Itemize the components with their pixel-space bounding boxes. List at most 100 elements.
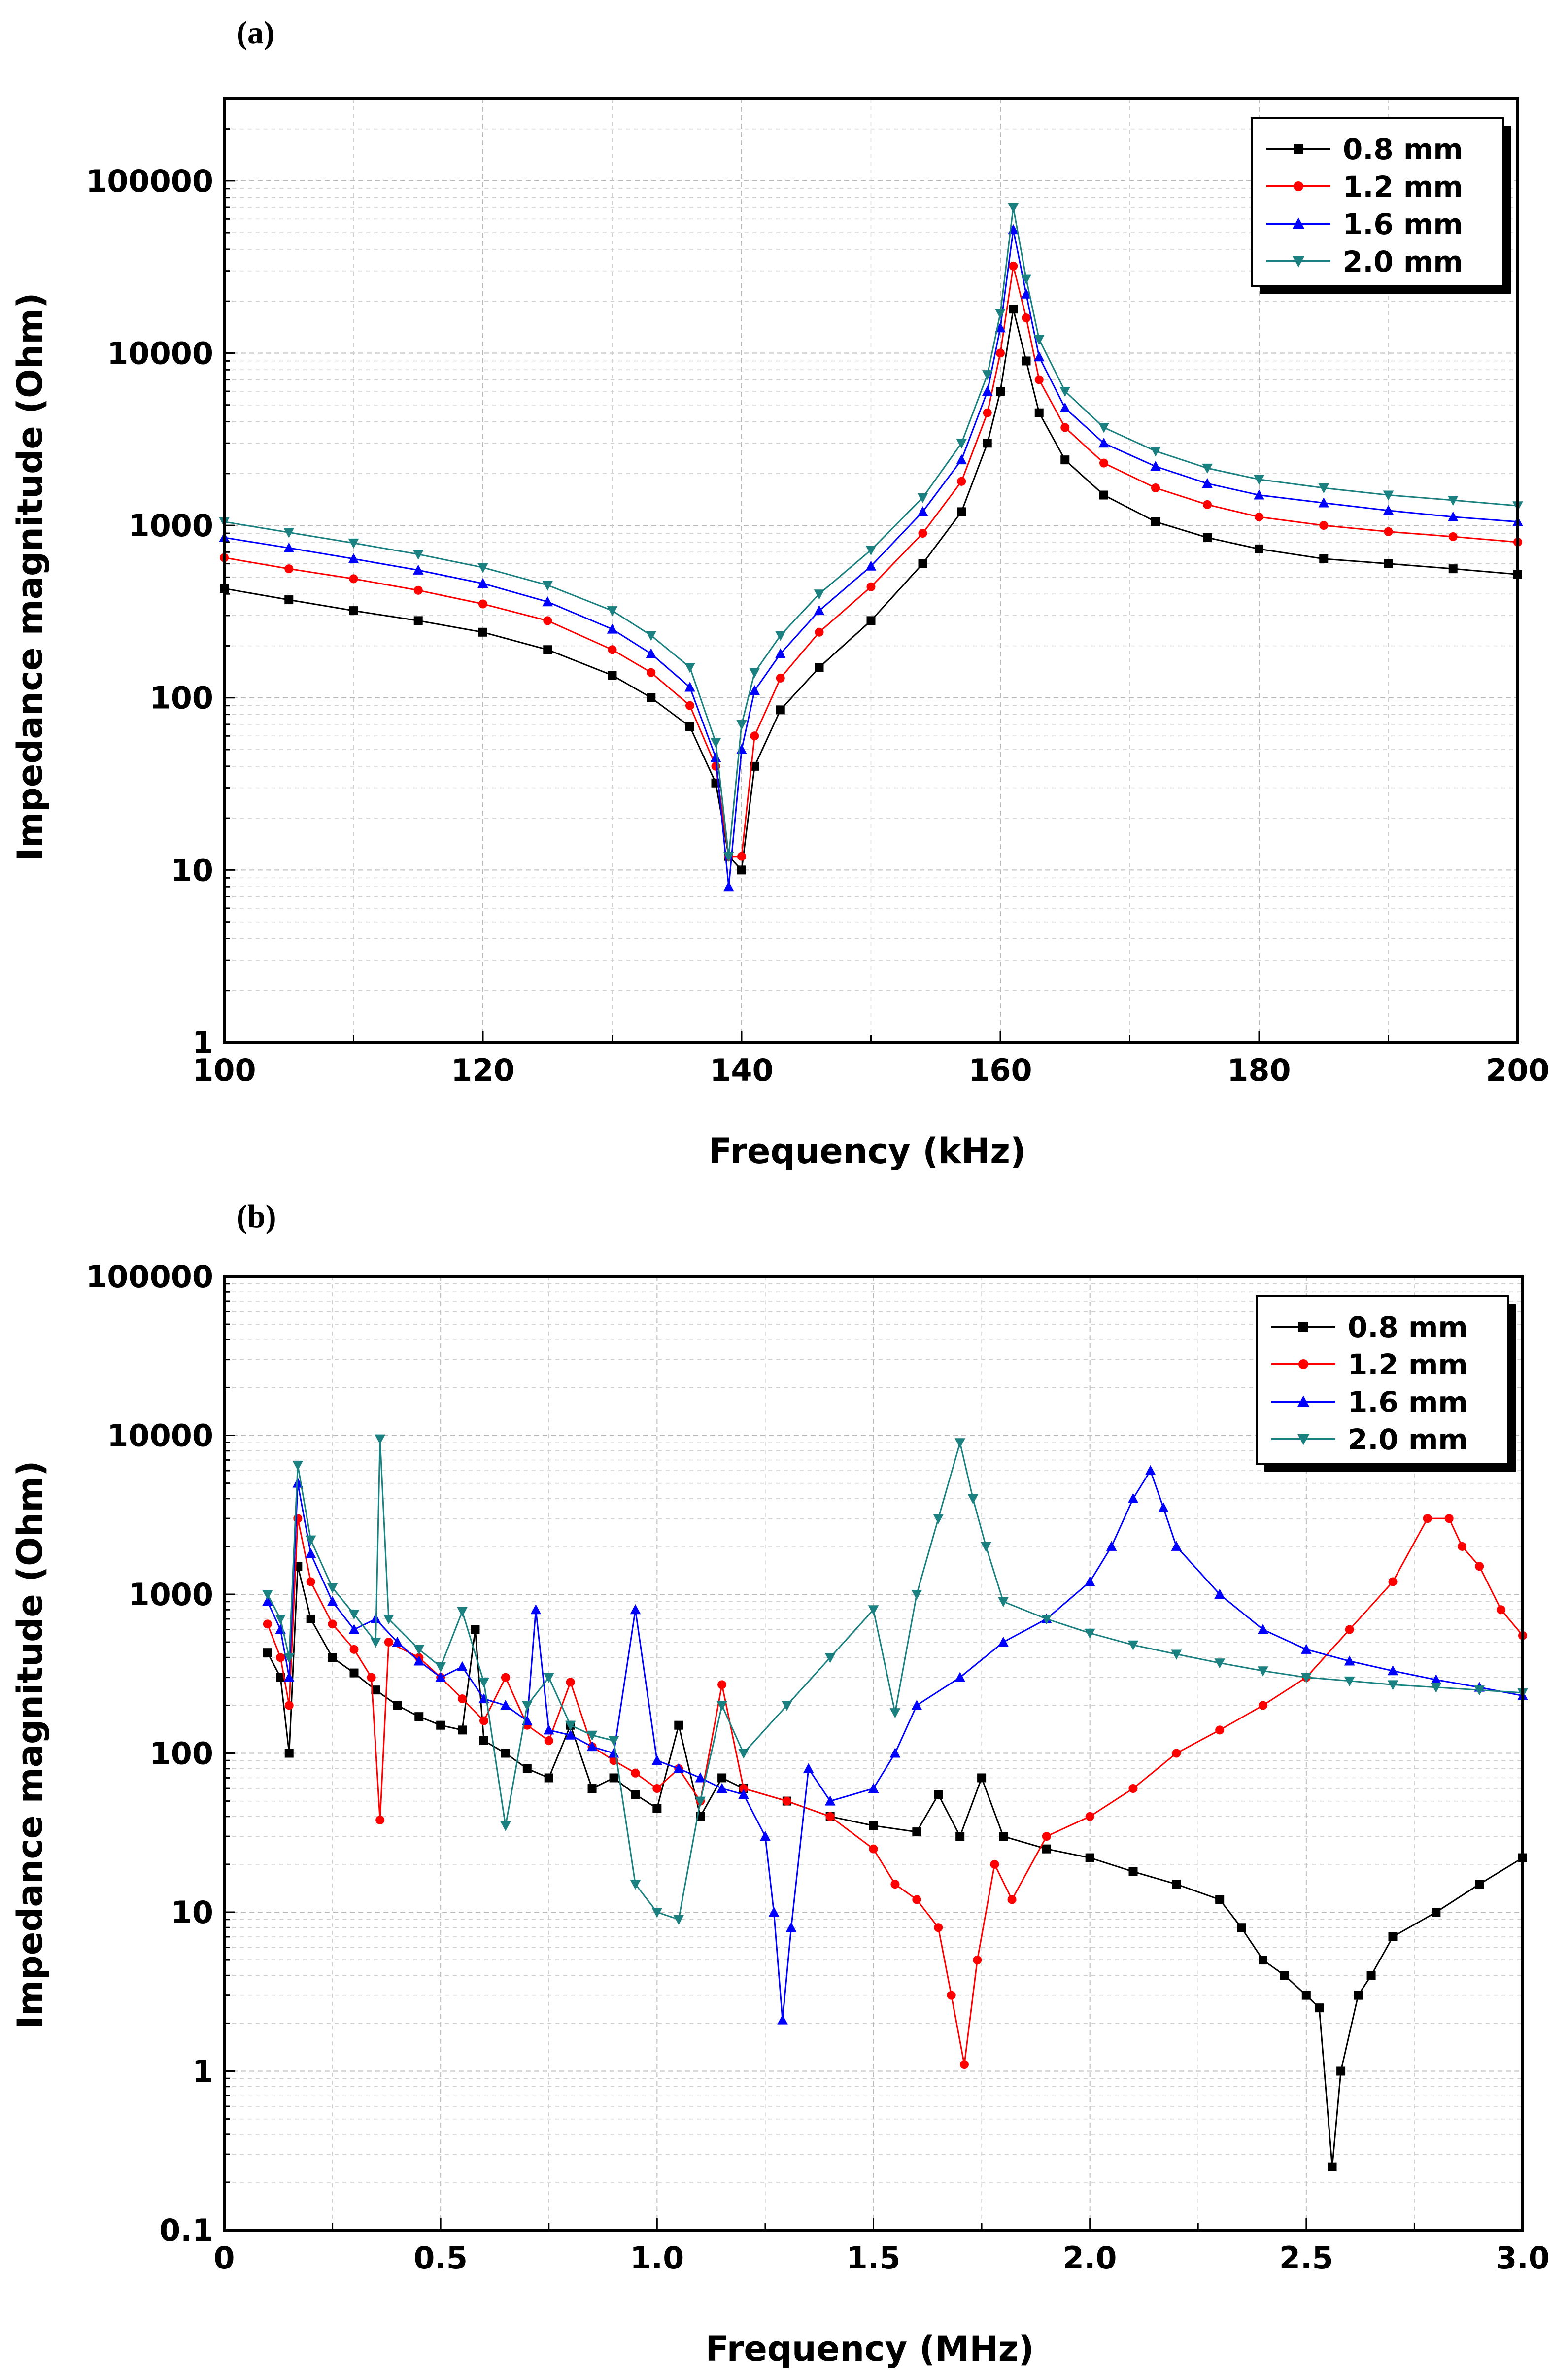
data-point bbox=[413, 616, 423, 625]
data-point bbox=[305, 1548, 316, 1558]
data-point bbox=[995, 322, 1006, 333]
data-point bbox=[1171, 1541, 1182, 1551]
data-point bbox=[544, 1773, 553, 1783]
data-point bbox=[1203, 500, 1212, 509]
data-point bbox=[716, 1783, 727, 1793]
data-point bbox=[865, 560, 877, 571]
data-point bbox=[1344, 1655, 1355, 1666]
series-line bbox=[267, 1439, 1523, 1921]
data-point bbox=[1458, 1542, 1467, 1551]
x-axis-title-a: Frequency (kHz) bbox=[709, 1131, 1026, 1171]
data-point bbox=[544, 1736, 553, 1745]
data-point bbox=[1447, 495, 1459, 506]
legend-marker bbox=[1293, 256, 1304, 268]
data-point bbox=[630, 1604, 641, 1615]
y-tick-label: 10 bbox=[171, 852, 213, 888]
data-point bbox=[738, 1749, 749, 1759]
y-tick-label: 1000 bbox=[128, 1577, 213, 1613]
series-1-2-mm bbox=[220, 261, 1522, 861]
data-point bbox=[647, 668, 656, 677]
data-point bbox=[306, 1577, 315, 1586]
data-point bbox=[1388, 1577, 1398, 1586]
data-point bbox=[328, 1653, 337, 1662]
data-point bbox=[383, 1614, 394, 1625]
data-point bbox=[1387, 1680, 1398, 1690]
data-point bbox=[284, 1749, 294, 1758]
data-point bbox=[716, 1701, 727, 1711]
data-point bbox=[890, 1880, 900, 1889]
x-tick-labels-b: 0 0.5 1.0 1.5 2.0 2.5 3.0 bbox=[213, 2240, 1549, 2276]
data-point bbox=[723, 881, 734, 892]
data-point bbox=[1328, 2162, 1337, 2171]
data-point bbox=[1203, 533, 1212, 542]
x-tick-labels-a: 100 120 140 160 180 200 bbox=[192, 1052, 1549, 1088]
y-tick-label: 10000 bbox=[107, 1418, 213, 1454]
data-point bbox=[1021, 288, 1032, 299]
series-line bbox=[224, 309, 1518, 872]
data-point bbox=[911, 1700, 922, 1710]
data-point bbox=[477, 578, 488, 588]
data-point bbox=[1059, 402, 1071, 412]
data-point bbox=[866, 582, 876, 591]
y-tick-label: 100000 bbox=[86, 1259, 213, 1295]
data-point bbox=[684, 663, 695, 673]
data-point bbox=[1172, 1749, 1181, 1758]
data-point bbox=[1431, 1683, 1442, 1693]
data-point bbox=[630, 1880, 641, 1890]
data-point bbox=[673, 1763, 684, 1773]
data-point bbox=[1202, 463, 1213, 474]
legend-label: 0.8 mm bbox=[1343, 133, 1463, 166]
series-line bbox=[224, 207, 1518, 857]
data-point bbox=[1150, 461, 1161, 471]
legend-a: 0.8 mm 1.2 mm1.6 mm 2.0 mm bbox=[1251, 117, 1511, 294]
data-point bbox=[1215, 1725, 1225, 1735]
legend-marker bbox=[1298, 1359, 1308, 1369]
data-point bbox=[1259, 1956, 1267, 1965]
data-point bbox=[815, 663, 824, 672]
data-point bbox=[1383, 505, 1394, 515]
data-point bbox=[478, 1678, 489, 1688]
data-point bbox=[349, 1668, 359, 1678]
data-point bbox=[586, 1741, 598, 1752]
data-point bbox=[990, 1859, 999, 1869]
data-point bbox=[673, 1915, 684, 1925]
data-point bbox=[348, 1610, 360, 1620]
data-point bbox=[1237, 1923, 1246, 1932]
data-point bbox=[283, 528, 295, 538]
data-point bbox=[1022, 356, 1031, 366]
x-tick-label: 200 bbox=[1486, 1052, 1549, 1088]
data-point bbox=[651, 1755, 663, 1765]
data-point bbox=[814, 605, 825, 616]
data-point bbox=[1098, 423, 1109, 433]
data-point bbox=[348, 538, 359, 549]
data-point bbox=[1301, 1991, 1311, 2000]
data-point bbox=[1202, 478, 1213, 488]
data-point bbox=[1128, 1784, 1138, 1793]
data-point bbox=[775, 648, 786, 658]
data-point bbox=[1060, 455, 1070, 465]
data-point bbox=[865, 545, 877, 556]
data-point bbox=[956, 454, 967, 465]
data-point bbox=[750, 731, 759, 741]
data-point bbox=[1366, 1971, 1376, 1980]
data-point bbox=[1127, 1640, 1139, 1651]
data-point bbox=[607, 606, 618, 617]
data-point bbox=[1319, 554, 1329, 563]
data-point bbox=[1258, 1666, 1268, 1677]
data-point bbox=[1041, 1614, 1052, 1625]
data-point bbox=[1431, 1674, 1442, 1684]
data-point bbox=[982, 370, 993, 380]
legend-marker bbox=[1297, 1395, 1309, 1407]
data-point bbox=[608, 645, 617, 654]
data-point bbox=[1150, 447, 1161, 457]
data-point bbox=[284, 564, 294, 574]
data-point bbox=[776, 705, 785, 715]
data-point bbox=[866, 616, 876, 625]
data-point bbox=[1383, 490, 1394, 501]
data-point bbox=[1384, 527, 1393, 536]
data-point bbox=[412, 564, 424, 575]
data-point bbox=[983, 439, 992, 448]
data-point bbox=[685, 722, 694, 731]
chart-panel-a: (a) 100 120 140 160 180 200 1 10 100 1000 10000 10… bbox=[10, 15, 1550, 1171]
data-point bbox=[736, 720, 747, 730]
